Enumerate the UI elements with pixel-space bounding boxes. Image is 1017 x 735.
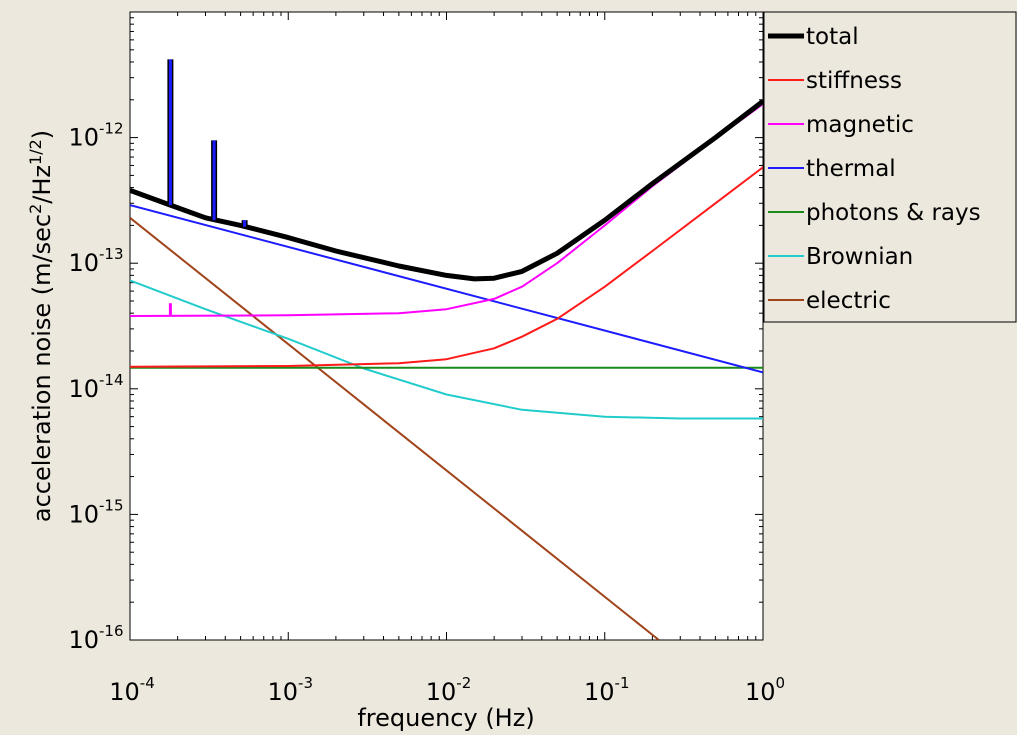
legend: total stiffness magnetic thermal photons & r… [768,24,981,314]
y-axis-ticks: 10-16 10-15 10-14 10-13 10-12 [68,17,763,654]
x-tick-label: 10-1 [584,674,630,706]
legend-label-magnetic: magnetic [806,112,914,138]
legend-label-thermal: thermal [806,156,896,182]
series-lines [130,59,763,640]
series-brownian-line [130,279,763,420]
x-axis-ticks: 10-4 10-3 10-2 10-1 100 [109,12,785,706]
legend-label-brownian: Brownian [806,244,913,270]
y-tick-label: 10-13 [68,245,123,277]
legend-box [763,11,1017,323]
y-axis-label: acceleration noise (m/sec2/Hz1/2) [26,130,56,522]
plot-area [129,11,764,641]
y-tick-label: 10-16 [68,622,123,654]
y-tick-label: 10-12 [68,120,123,152]
series-thermal-line [130,204,763,374]
y-tick-label: 10-15 [68,496,123,528]
legend-label-electric: electric [806,288,891,314]
series-electric-line [130,217,660,640]
x-tick-label: 10-3 [267,674,313,706]
legend-label-total: total [806,24,859,50]
x-axis-label: frequency (Hz) [357,704,534,732]
x-tick-label: 100 [745,674,785,706]
legend-label-stiffness: stiffness [806,68,902,94]
x-tick-label: 10-4 [109,674,155,706]
x-tick-label: 10-2 [426,674,472,706]
y-tick-label: 10-14 [68,371,123,403]
legend-label-photons-rays: photons & rays [806,200,981,226]
series-stiffness-line [130,166,763,368]
series-total-line [130,99,763,282]
